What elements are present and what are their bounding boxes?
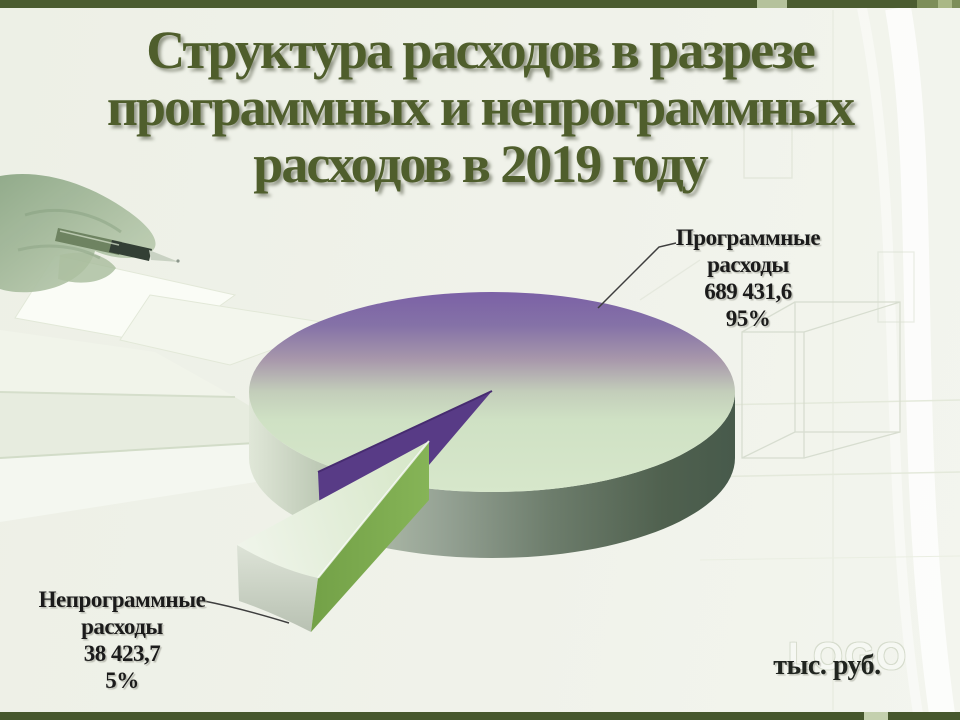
top-bar-corner-highlight [938,0,952,8]
program-label-name2: расходы [707,252,789,277]
exploded-slice-green-side [311,441,429,632]
exploded-slice-top-face [237,441,429,578]
pie-notch-edge [317,390,493,473]
top-border-bar [0,0,960,8]
bottom-border-bar [0,712,960,720]
pen-shape [55,228,180,263]
title-line-3: расходов в 2019 году [253,134,708,194]
logo-watermark: LOGO [788,636,908,678]
nonprogram-expenses-label: Непрограммные расходы 38 423,7 5% [10,586,234,694]
slide-title: Структура расходов в разрезе программных… [50,22,910,193]
title-line-2: программных и непрограммных [106,77,855,137]
nonprogram-label-name2: расходы [81,614,163,639]
exploded-slice-highlight-edge [317,440,430,579]
callout-line-right [597,242,677,309]
swoosh-decor [619,5,960,716]
units-label: тыс. руб. [773,650,881,681]
wireframe-cubes [639,99,915,459]
nonprogram-label-name: Непрограммные [38,587,206,612]
program-label-name: Программные [675,225,821,250]
callout-line-left [203,600,290,624]
title-line-1: Структура расходов в разрезе [146,20,816,80]
pie-slice-nonprogram-exploded [237,440,430,632]
top-bar-highlight [757,0,787,8]
nonprogram-label-value: 38 423,7 [83,641,161,666]
bottom-bar-highlight [864,712,888,720]
program-label-value: 689 431,6 [704,279,792,304]
program-expenses-label: Программные расходы 689 431,6 95% [640,224,856,332]
program-label-percent: 95% [725,306,771,331]
exploded-slice-front-face [237,545,318,632]
nonprogram-label-percent: 5% [105,668,139,693]
